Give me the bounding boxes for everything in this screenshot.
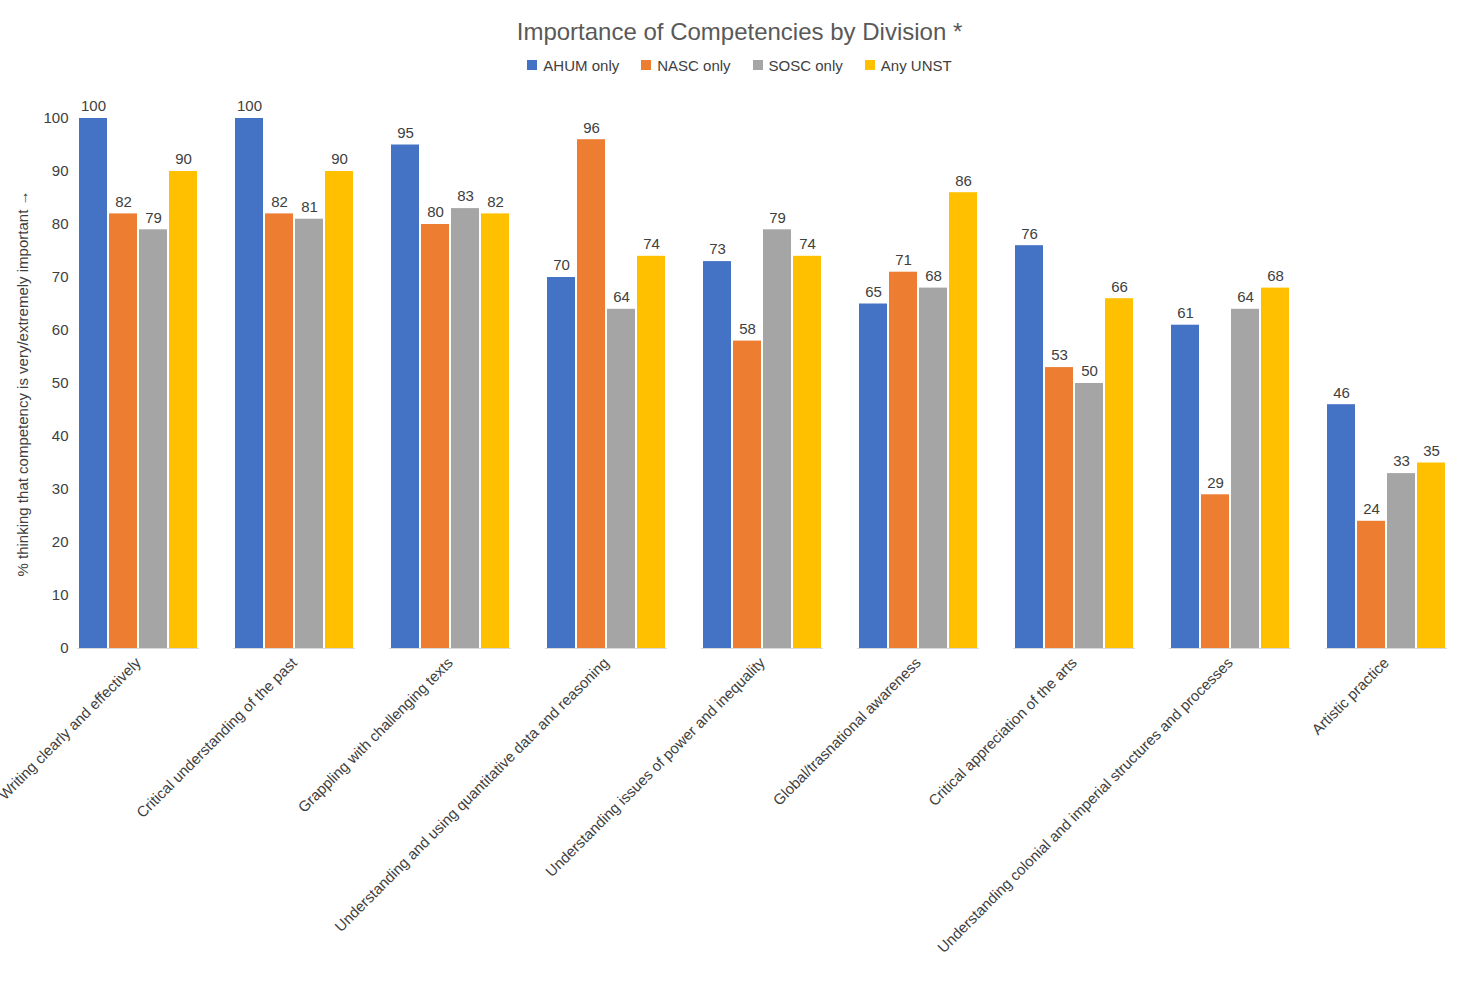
svg-text:82: 82	[487, 193, 504, 210]
svg-text:64: 64	[613, 288, 630, 305]
svg-text:0: 0	[60, 639, 68, 656]
svg-text:82: 82	[115, 193, 132, 210]
svg-text:90: 90	[52, 162, 69, 179]
svg-text:71: 71	[895, 251, 912, 268]
svg-text:70: 70	[553, 256, 570, 273]
svg-text:90: 90	[175, 150, 192, 167]
html-text:NASC only: NASC only	[657, 56, 731, 74]
svg-text:Critical appreciation of the a: Critical appreciation of the arts	[925, 654, 1080, 809]
svg-text:73: 73	[709, 240, 726, 257]
svg-text:40: 40	[52, 427, 69, 444]
svg-text:79: 79	[145, 209, 162, 226]
svg-text:53: 53	[1051, 346, 1068, 363]
svg-text:35: 35	[1423, 442, 1440, 459]
svg-text:Understanding and using quanti: Understanding and using quantitative dat…	[331, 654, 612, 935]
svg-text:80: 80	[52, 215, 69, 232]
svg-text:96: 96	[583, 119, 600, 136]
svg-text:Understanding colonial and imp: Understanding colonial and imperial stru…	[934, 654, 1236, 956]
svg-text:74: 74	[799, 235, 816, 252]
svg-text:86: 86	[955, 172, 972, 189]
svg-text:83: 83	[457, 187, 474, 204]
svg-text:58: 58	[739, 320, 756, 337]
svg-text:68: 68	[925, 267, 942, 284]
svg-text:76: 76	[1021, 225, 1038, 242]
svg-text:Critical understanding of the: Critical understanding of the past	[133, 653, 301, 821]
svg-text:100: 100	[81, 97, 106, 114]
svg-text:Artistic practice: Artistic practice	[1308, 654, 1392, 738]
svg-text:50: 50	[1081, 362, 1098, 379]
svg-text:79: 79	[769, 209, 786, 226]
svg-text:50: 50	[52, 374, 69, 391]
svg-text:95: 95	[397, 124, 414, 141]
svg-text:10: 10	[52, 586, 69, 603]
svg-text:64: 64	[1237, 288, 1254, 305]
svg-text:82: 82	[271, 193, 288, 210]
svg-text:Grappling with challenging tex: Grappling with challenging texts	[294, 654, 456, 816]
svg-text:65: 65	[865, 283, 882, 300]
svg-text:20: 20	[52, 533, 69, 550]
svg-text:81: 81	[301, 198, 318, 215]
svg-text:61: 61	[1177, 304, 1194, 321]
svg-text:24: 24	[1363, 500, 1380, 517]
svg-text:90: 90	[331, 150, 348, 167]
svg-text:70: 70	[52, 268, 69, 285]
html-text:Importance of Competencies by: Importance of Competencies by Division *	[516, 18, 963, 45]
svg-text:46: 46	[1333, 384, 1350, 401]
svg-text:68: 68	[1267, 267, 1284, 284]
svg-text:100: 100	[43, 109, 68, 126]
html-text:SOSC only: SOSC only	[768, 56, 843, 74]
svg-text:66: 66	[1111, 278, 1128, 295]
svg-text:80: 80	[427, 203, 444, 220]
svg-text:30: 30	[52, 480, 69, 497]
svg-text:Global/trasnational awareness: Global/trasnational awareness	[769, 654, 924, 809]
svg-text:Writing clearly and effectivel: Writing clearly and effectively	[0, 653, 144, 802]
svg-text:60: 60	[52, 321, 69, 338]
svg-text:29: 29	[1207, 474, 1224, 491]
svg-text:% thinking that competency is: % thinking that competency is very/extre…	[14, 191, 31, 577]
html-text:AHUM only: AHUM only	[543, 56, 620, 74]
svg-text:100: 100	[237, 97, 262, 114]
html-text:Any UNST: Any UNST	[880, 56, 952, 74]
svg-text:Understanding issues of power: Understanding issues of power and inequa…	[542, 653, 768, 879]
svg-text:33: 33	[1393, 452, 1410, 469]
svg-text:74: 74	[643, 235, 660, 252]
